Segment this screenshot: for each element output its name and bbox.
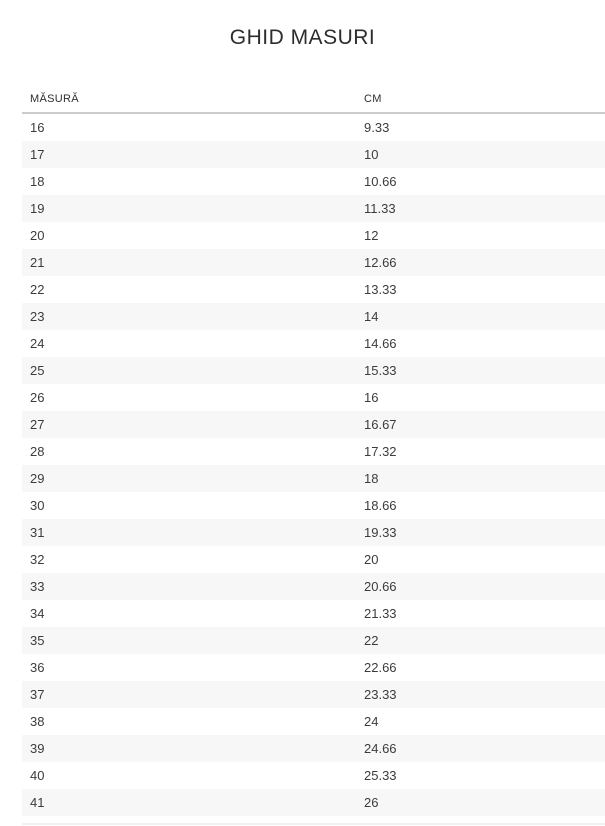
column-header-size: MĂSURĂ: [22, 93, 356, 114]
cm-cell: 21.33: [364, 606, 397, 621]
table-row: 22 13.33: [22, 276, 605, 303]
table-row: 29 18: [22, 465, 605, 492]
cm-cell: 18.66: [364, 498, 397, 513]
table-row: 32 20: [22, 546, 605, 573]
table-header-row: MĂSURĂ CM: [22, 93, 605, 114]
table-row: 26 16: [22, 384, 605, 411]
size-cell: 25: [30, 363, 45, 378]
cm-cell: 20.66: [364, 579, 397, 594]
size-cell: 38: [30, 714, 45, 729]
table-row: 31 19.33: [22, 519, 605, 546]
cm-cell: 11.33: [364, 201, 396, 216]
table-row: 23 14: [22, 303, 605, 330]
size-cell: 37: [30, 687, 45, 702]
size-cell: 26: [30, 390, 45, 405]
cm-cell: 17.32: [364, 444, 397, 459]
table-row: 35 22: [22, 627, 605, 654]
table-row: 28 17.32: [22, 438, 605, 465]
size-cell: 27: [30, 417, 45, 432]
cm-cell: 22: [364, 633, 379, 648]
table-row: 41 26: [22, 789, 605, 816]
table-row: 40 25.33: [22, 762, 605, 789]
cm-cell: 16: [364, 390, 379, 405]
size-cell: 24: [30, 336, 45, 351]
table-row: 34 21.33: [22, 600, 605, 627]
size-cell: 16: [30, 120, 45, 135]
size-cell: 22: [30, 282, 45, 297]
cm-cell: 24.66: [364, 741, 397, 756]
cm-cell: 13.33: [364, 282, 397, 297]
cm-cell: 14: [364, 309, 379, 324]
table-row: 30 18.66: [22, 492, 605, 519]
size-cell: 31: [30, 525, 45, 540]
table-row: 18 10.66: [22, 168, 605, 195]
size-cell: 40: [30, 768, 45, 783]
table-row: 24 14.66: [22, 330, 605, 357]
cm-cell: 16.67: [364, 417, 397, 432]
table-row: 38 24: [22, 708, 605, 735]
size-cell: 20: [30, 228, 45, 243]
cm-cell: 20: [364, 552, 379, 567]
cm-cell: 10.66: [364, 174, 397, 189]
size-cell: 36: [30, 660, 45, 675]
cm-cell: 12: [364, 228, 379, 243]
table-row: 39 24.66: [22, 735, 605, 762]
size-cell: 21: [30, 255, 45, 270]
table-row: 33 20.66: [22, 573, 605, 600]
size-cell: 30: [30, 498, 45, 513]
table-row: 16 9.33: [22, 113, 605, 141]
size-cell: 19: [30, 201, 45, 216]
table-row: 37 23.33: [22, 681, 605, 708]
cm-cell: 23.33: [364, 687, 397, 702]
size-cell: 28: [30, 444, 45, 459]
size-cell: 18: [30, 174, 45, 189]
cm-cell: 14.66: [364, 336, 397, 351]
cm-cell: 22.66: [364, 660, 397, 675]
table-row: 17 10: [22, 141, 605, 168]
cm-cell: 18: [364, 471, 379, 486]
size-cell: 39: [30, 741, 45, 756]
size-cell: 41: [30, 795, 45, 810]
size-cell: 32: [30, 552, 45, 567]
size-guide-table: MĂSURĂ CM 16 9.33 17 10 18 10.66 19 11.33 20 12 21…: [22, 93, 605, 816]
size-cell: 34: [30, 606, 45, 621]
cm-cell: 15.33: [364, 363, 397, 378]
table-row: 19 11.33: [22, 195, 605, 222]
table-row: 21 12.66: [22, 249, 605, 276]
cm-cell: 25.33: [364, 768, 397, 783]
cm-cell: 19.33: [364, 525, 397, 540]
table-row: 20 12: [22, 222, 605, 249]
size-cell: 29: [30, 471, 45, 486]
cm-cell: 12.66: [364, 255, 397, 270]
size-guide-table-container: MĂSURĂ CM 16 9.33 17 10 18 10.66 19 11.33 20 12 21…: [22, 93, 605, 816]
cm-cell: 26: [364, 795, 379, 810]
table-row: 27 16.67: [22, 411, 605, 438]
table-row: 25 15.33: [22, 357, 605, 384]
size-cell: 35: [30, 633, 45, 648]
column-header-cm: CM: [356, 93, 605, 114]
size-cell: 17: [30, 147, 45, 162]
table-row: 36 22.66: [22, 654, 605, 681]
cm-cell: 24: [364, 714, 379, 729]
size-cell: 33: [30, 579, 45, 594]
cm-cell: 9.33: [364, 120, 390, 135]
page-title: GHID MASURI: [229, 26, 376, 49]
partial-next-row-edge: [22, 823, 605, 825]
cm-cell: 10: [364, 147, 379, 162]
size-cell: 23: [30, 309, 45, 324]
